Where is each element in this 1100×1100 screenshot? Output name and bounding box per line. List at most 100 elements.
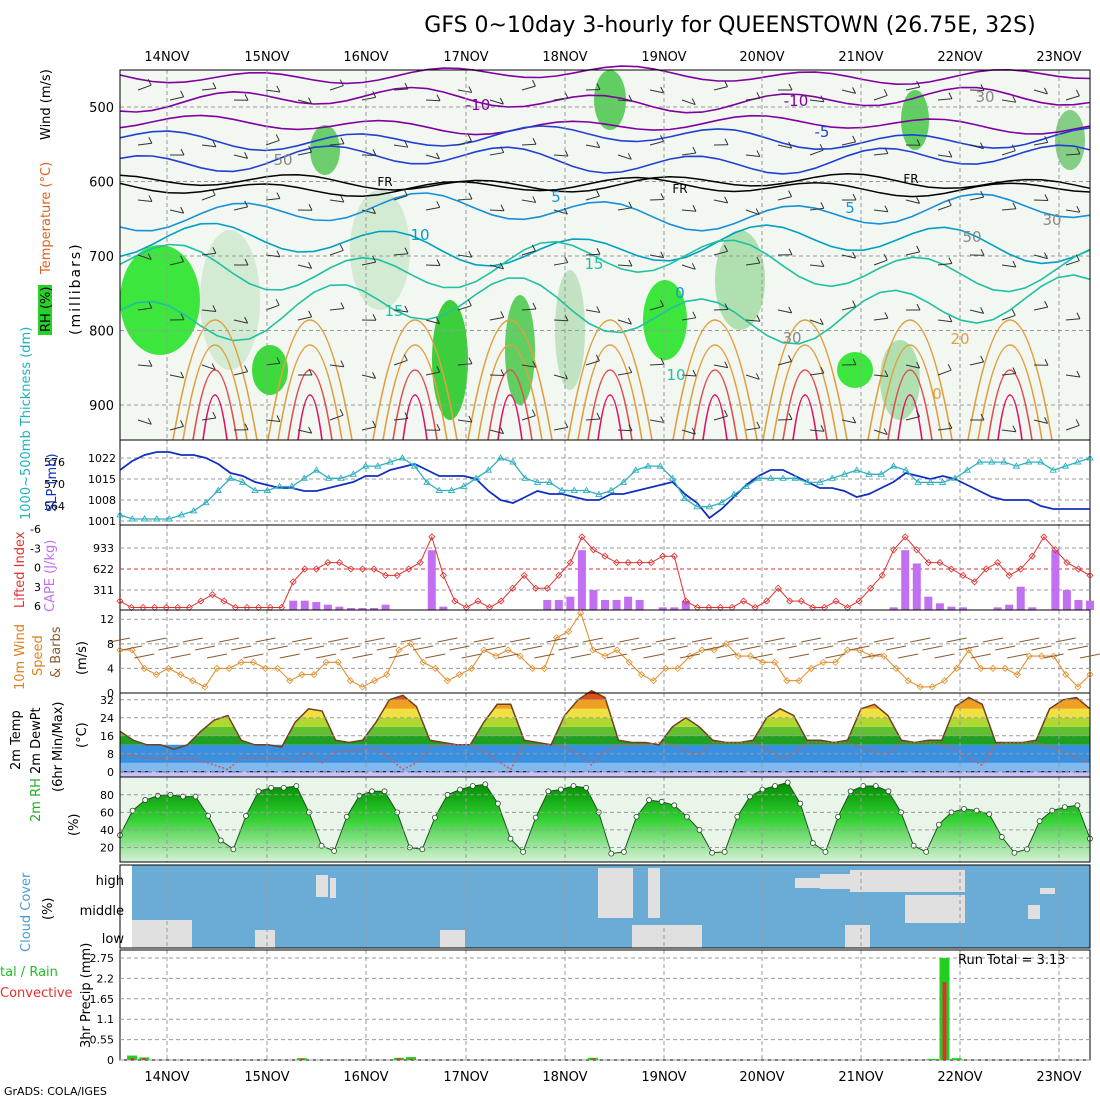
wind-marker <box>468 664 476 672</box>
wind-barb-flag <box>628 94 633 102</box>
surface-barb <box>570 653 591 659</box>
surface-barb <box>534 653 555 659</box>
surface-barb <box>885 645 907 651</box>
rh-marker <box>205 812 212 819</box>
wind-marker <box>1086 670 1094 679</box>
rh-blob <box>837 352 873 388</box>
thickness-marker <box>791 474 800 481</box>
surface-barb <box>364 637 385 643</box>
thickness-marker <box>852 466 861 473</box>
wind-marker <box>286 677 294 685</box>
wind-barb-flag <box>276 85 281 93</box>
rh-marker <box>998 834 1005 840</box>
precip-run-total: Run Total = 3.13 <box>958 953 1066 968</box>
wind-barb-flag <box>148 301 153 309</box>
wind-barb-flag <box>276 192 281 199</box>
contour-label: -10 <box>784 92 809 110</box>
cloud-patch <box>255 930 275 948</box>
thickness-marker <box>951 474 959 481</box>
wind-barb <box>809 372 824 376</box>
rh-marker <box>154 792 161 799</box>
wind-barb <box>1065 95 1080 101</box>
contour-line <box>119 239 1091 293</box>
rh-blob <box>350 190 410 310</box>
rh-marker <box>180 793 186 800</box>
wind-barb-flag <box>211 363 216 370</box>
wind-barb <box>169 209 184 214</box>
wind-barb <box>361 96 376 101</box>
wind-barb <box>265 419 280 422</box>
cloud-cover-panel: high middle low <box>80 864 1091 949</box>
wind-barb <box>457 254 472 258</box>
thickness-marker <box>288 482 296 489</box>
pressure-ylabel-right: SLP (mb) <box>45 453 60 512</box>
rh-marker <box>419 846 426 853</box>
wind-barb <box>617 154 632 160</box>
wind-barb <box>905 86 920 91</box>
wind-barb-flag <box>1012 425 1017 432</box>
rh-marker <box>822 848 829 855</box>
wind-barb-flag <box>276 415 281 422</box>
wind-tick: 12 <box>100 613 114 626</box>
wind-barb-flag <box>467 134 472 142</box>
wind-barb-flag <box>852 135 857 143</box>
li-marker <box>197 597 205 605</box>
top-date-label: 23NOV <box>1036 50 1081 65</box>
cape-bar <box>912 563 921 610</box>
rh-marker <box>608 850 615 857</box>
rh-frame <box>119 776 1091 863</box>
wind-barb-flag <box>628 201 633 209</box>
wind-barb <box>457 89 472 93</box>
wind-ylabel-2: Speed <box>31 635 46 676</box>
precip-conv-bar <box>396 1058 401 1060</box>
wind-barb <box>201 194 216 201</box>
wind-barb <box>489 99 504 105</box>
wind-barb <box>393 359 408 366</box>
surface-barb <box>109 637 131 643</box>
wind-barb <box>681 317 696 321</box>
wind-ylabel-1: 10m Wind <box>13 624 28 690</box>
wind-barb <box>585 144 600 149</box>
li-marker <box>924 559 932 567</box>
rh-marker <box>507 835 514 842</box>
rh-marker <box>432 814 438 821</box>
surface-barb <box>219 637 240 643</box>
wind-barb-flag <box>1075 419 1080 426</box>
wind-barb-flag <box>660 299 664 307</box>
wind-marker <box>1037 652 1046 660</box>
slp-tick: 1001 <box>88 515 116 528</box>
wind-barb <box>233 319 248 324</box>
wind-barb <box>713 86 728 91</box>
rh-marker <box>885 788 892 795</box>
li-marker <box>740 597 748 605</box>
surface-barb <box>546 637 567 643</box>
surface-barb <box>1079 653 1100 659</box>
bottom-date-label: 16NOV <box>343 1070 388 1085</box>
rh-blob <box>1055 110 1085 170</box>
wind-barb <box>265 254 280 258</box>
wind-barb-flag <box>308 368 313 376</box>
upper-ylabel-rh: RH (%) <box>39 287 54 332</box>
contour-line <box>119 114 1091 136</box>
temp-lobe <box>202 394 228 441</box>
wind-barb <box>425 154 440 160</box>
li-marker <box>832 597 840 605</box>
wind-barb-flag <box>660 193 665 200</box>
li-marker <box>1051 546 1059 554</box>
cape-bar <box>1062 590 1071 610</box>
wind-marker <box>249 658 257 666</box>
wind-barb <box>169 425 184 431</box>
wind-barb <box>297 264 312 269</box>
surface-barb <box>922 645 943 651</box>
wind-barb <box>137 84 152 91</box>
surface-barb <box>182 637 203 643</box>
wind-marker <box>928 683 936 691</box>
surface-barb <box>631 645 652 651</box>
cape-bar <box>935 603 944 610</box>
wind-barb-flag <box>563 207 568 215</box>
wind-barb-flag <box>564 256 569 263</box>
cape-bar <box>947 606 956 610</box>
thickness-marker <box>263 486 272 493</box>
wind-barb <box>809 264 824 267</box>
wind-barb-flag <box>372 207 376 214</box>
